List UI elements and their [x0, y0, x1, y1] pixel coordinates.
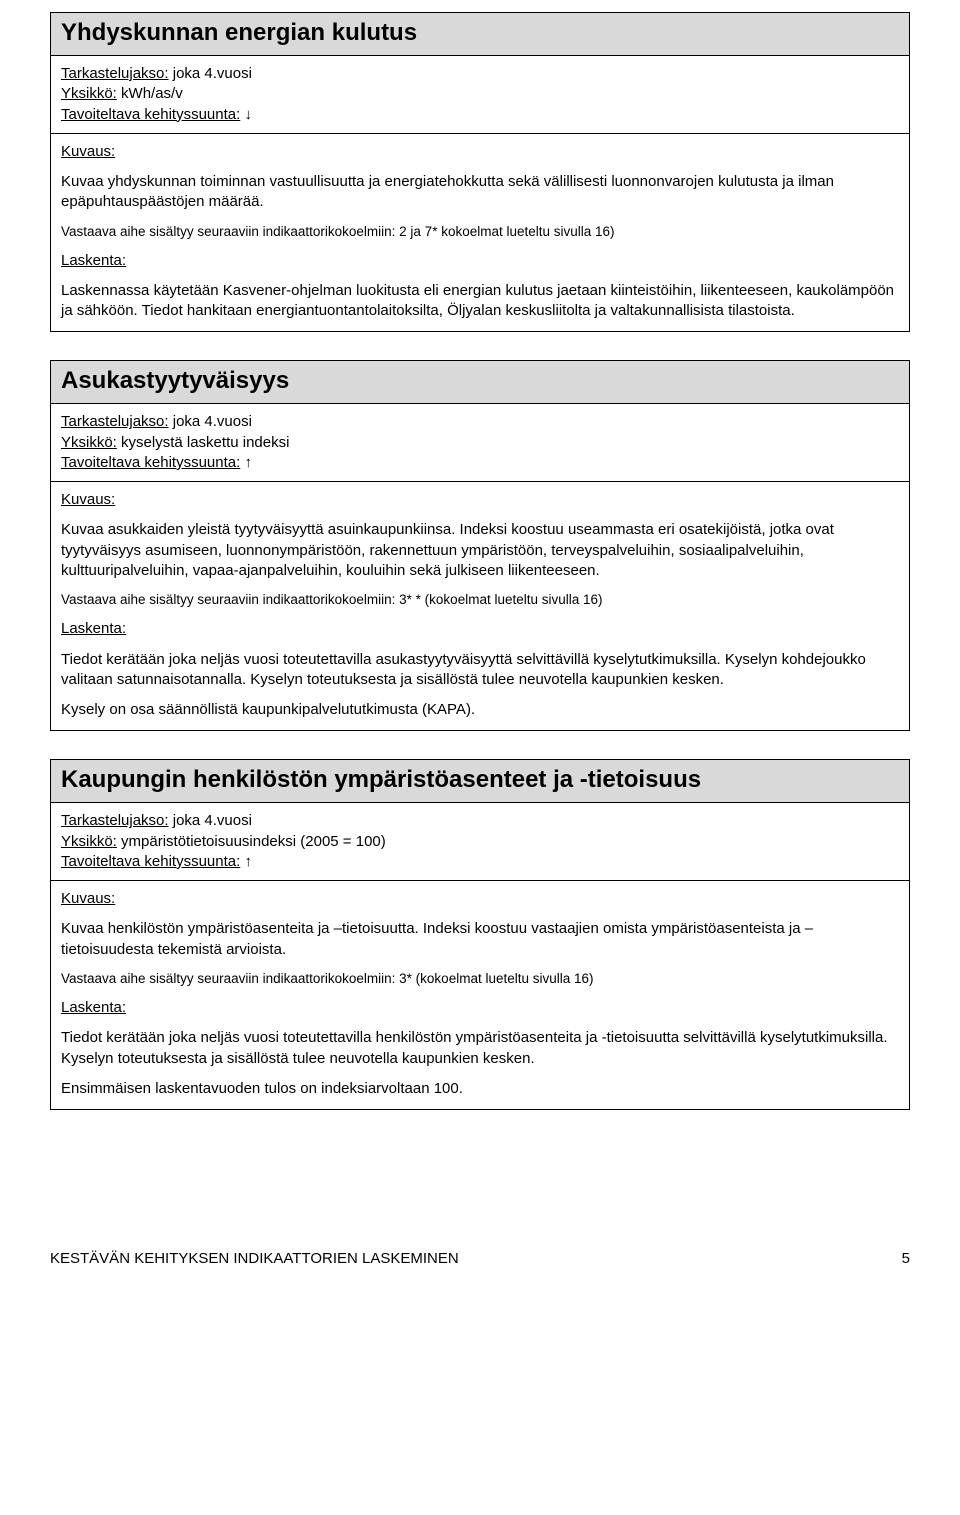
arrow-up-icon: ↑ — [244, 454, 252, 471]
trend-label: Tavoiteltava kehityssuunta: — [61, 106, 240, 123]
calc-label: Laskenta: — [61, 619, 899, 639]
calc-text: Tiedot kerätään joka neljäs vuosi toteut… — [61, 1028, 899, 1069]
unit-label: Yksikkö: — [61, 833, 117, 850]
calc-text: Laskennassa käytetään Kasvener-ohjelman … — [61, 281, 899, 322]
unit-value: ympäristötietoisuusindeksi (2005 = 100) — [121, 833, 386, 850]
card-meta: Tarkastelujakso: joka 4.vuosi Yksikkö: y… — [51, 803, 909, 881]
calc-text-2: Ensimmäisen laskentavuoden tulos on inde… — [61, 1079, 899, 1099]
ref-text: Vastaava aihe sisältyy seuraaviin indika… — [61, 591, 899, 609]
arrow-up-icon: ↑ — [244, 853, 252, 870]
page-number: 5 — [902, 1250, 910, 1267]
period-value: joka 4.vuosi — [173, 413, 252, 430]
indicator-card: Kaupungin henkilöstön ympäristöasenteet … — [50, 759, 910, 1110]
card-title: Yhdyskunnan energian kulutus — [51, 13, 909, 56]
card-body: Kuvaus: Kuvaa asukkaiden yleistä tyytyvä… — [51, 482, 909, 730]
ref-text: Vastaava aihe sisältyy seuraaviin indika… — [61, 223, 899, 241]
unit-value: kyselystä laskettu indeksi — [121, 434, 289, 451]
period-label: Tarkastelujakso: — [61, 812, 169, 829]
calc-text: Tiedot kerätään joka neljäs vuosi toteut… — [61, 650, 899, 691]
period-label: Tarkastelujakso: — [61, 65, 169, 82]
calc-text-2: Kysely on osa säännöllistä kaupunkipalve… — [61, 700, 899, 720]
card-meta: Tarkastelujakso: joka 4.vuosi Yksikkö: k… — [51, 56, 909, 134]
desc-text: Kuvaa yhdyskunnan toiminnan vastuullisuu… — [61, 172, 899, 213]
unit-label: Yksikkö: — [61, 85, 117, 102]
page-footer: KESTÄVÄN KEHITYKSEN INDIKAATTORIEN LASKE… — [50, 1250, 910, 1267]
card-meta: Tarkastelujakso: joka 4.vuosi Yksikkö: k… — [51, 404, 909, 482]
card-title: Asukastyytyväisyys — [51, 361, 909, 404]
desc-label: Kuvaus: — [61, 889, 899, 909]
period-value: joka 4.vuosi — [173, 812, 252, 829]
card-body: Kuvaus: Kuvaa henkilöstön ympäristöasent… — [51, 881, 909, 1109]
indicator-card: Yhdyskunnan energian kulutus Tarkasteluj… — [50, 12, 910, 332]
card-title: Kaupungin henkilöstön ympäristöasenteet … — [51, 760, 909, 803]
desc-label: Kuvaus: — [61, 490, 899, 510]
desc-text: Kuvaa henkilöstön ympäristöasenteita ja … — [61, 919, 899, 960]
period-label: Tarkastelujakso: — [61, 413, 169, 430]
desc-text: Kuvaa asukkaiden yleistä tyytyväisyyttä … — [61, 520, 899, 581]
calc-label: Laskenta: — [61, 251, 899, 271]
indicator-card: Asukastyytyväisyys Tarkastelujakso: joka… — [50, 360, 910, 731]
unit-value: kWh/as/v — [121, 85, 183, 102]
desc-label: Kuvaus: — [61, 142, 899, 162]
footer-text: KESTÄVÄN KEHITYKSEN INDIKAATTORIEN LASKE… — [50, 1250, 459, 1267]
card-body: Kuvaus: Kuvaa yhdyskunnan toiminnan vast… — [51, 134, 909, 332]
period-value: joka 4.vuosi — [173, 65, 252, 82]
arrow-down-icon: ↓ — [244, 106, 252, 123]
unit-label: Yksikkö: — [61, 434, 117, 451]
trend-label: Tavoiteltava kehityssuunta: — [61, 454, 240, 471]
ref-text: Vastaava aihe sisältyy seuraaviin indika… — [61, 970, 899, 988]
trend-label: Tavoiteltava kehityssuunta: — [61, 853, 240, 870]
calc-label: Laskenta: — [61, 998, 899, 1018]
